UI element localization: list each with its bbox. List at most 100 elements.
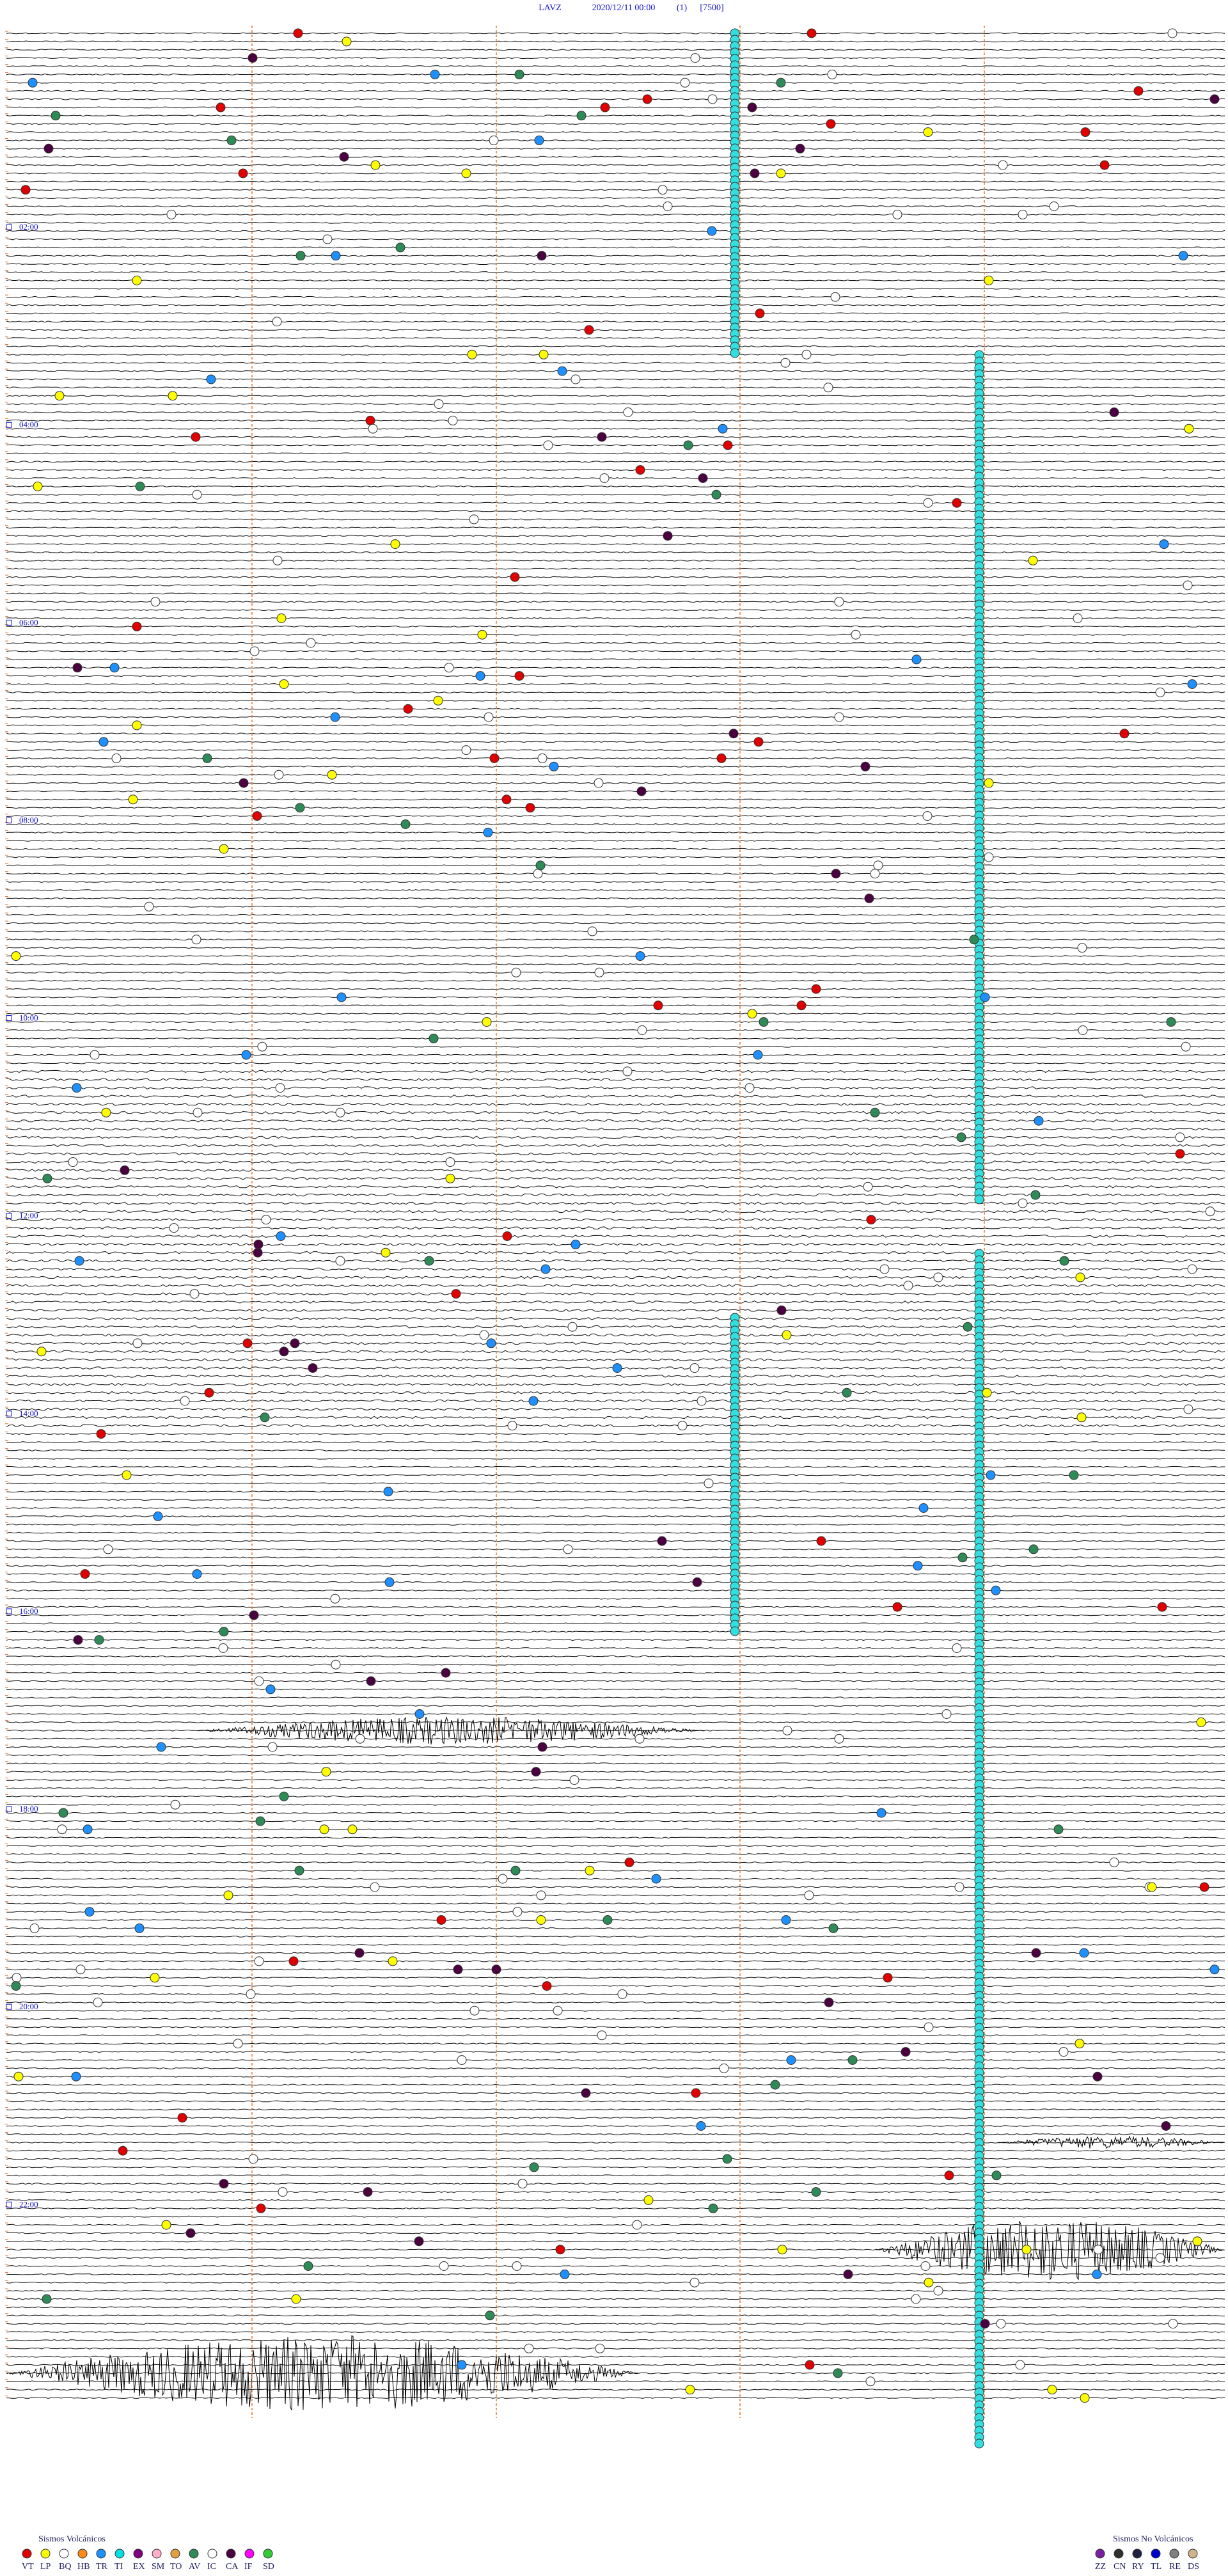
event-marker <box>156 1742 166 1752</box>
event-marker <box>1155 2253 1165 2263</box>
trace <box>6 353 1225 356</box>
event-marker <box>484 712 494 722</box>
event-marker <box>537 753 547 763</box>
event-marker <box>657 185 668 195</box>
trace <box>6 1812 1225 1814</box>
trace <box>6 329 1225 331</box>
event-marker <box>267 1742 278 1752</box>
trace <box>6 493 1225 496</box>
trace <box>6 535 1225 537</box>
event-marker <box>517 2179 528 2189</box>
event-marker <box>663 201 673 211</box>
event-marker <box>170 1799 180 1810</box>
trace <box>6 889 1225 891</box>
trace <box>6 1152 1225 1156</box>
legend-swatch <box>1114 2548 1124 2559</box>
event-marker <box>461 168 471 178</box>
event-marker <box>1183 1404 1193 1414</box>
legend-swatch <box>133 2548 143 2559</box>
trace <box>6 2240 1225 2243</box>
trace <box>6 2059 1225 2061</box>
event-marker <box>1079 1948 1089 1958</box>
event-marker <box>744 1083 755 1093</box>
trace <box>6 518 1225 521</box>
trace <box>6 1391 1225 1395</box>
trace <box>6 502 1225 504</box>
trace <box>6 1894 1225 1897</box>
trace <box>6 1721 1225 1723</box>
trace <box>6 1556 1225 1559</box>
trace <box>6 1144 1225 1148</box>
datetime: 2020/12/11 00:00 <box>592 3 656 13</box>
event-marker <box>233 2039 243 2049</box>
trace <box>6 1943 1225 1946</box>
event-marker <box>1018 209 1028 219</box>
event-marker <box>795 143 805 154</box>
trace <box>6 1441 1225 1443</box>
event-marker <box>653 1000 663 1011</box>
event-marker <box>537 1742 547 1752</box>
event-marker <box>514 671 524 681</box>
event-marker <box>781 1915 791 1925</box>
event-marker <box>963 1322 973 1332</box>
trace <box>6 1779 1225 1782</box>
trace <box>6 1993 1225 1995</box>
event-marker <box>150 1973 160 1983</box>
event-marker <box>828 1923 838 1933</box>
trace <box>6 757 1225 759</box>
event-marker <box>279 1347 289 1357</box>
trace <box>6 255 1225 257</box>
event-marker <box>36 1347 47 1357</box>
event-marker <box>336 992 347 1002</box>
trace <box>6 2141 1225 2144</box>
event-marker <box>1175 1149 1185 1159</box>
trace <box>6 2083 1225 2086</box>
trace <box>6 2380 1225 2383</box>
trace <box>6 2001 1225 2003</box>
event-marker <box>206 374 216 384</box>
trace <box>6 1737 1225 1740</box>
event-marker <box>74 1256 84 1266</box>
trace <box>6 856 1225 858</box>
trace <box>6 1680 1225 1682</box>
event-marker <box>457 2360 467 2370</box>
event-marker <box>180 1396 190 1406</box>
legend-code: DS <box>1188 2562 1199 2572</box>
event-marker <box>485 2311 495 2321</box>
event-marker <box>384 1577 395 1587</box>
trace <box>6 905 1225 908</box>
event-marker <box>363 2187 373 2197</box>
event-marker <box>708 2203 718 2213</box>
legend-swatch <box>1188 2548 1198 2559</box>
hour-label: 22:00 <box>19 2199 38 2209</box>
event-marker <box>539 349 549 360</box>
event-marker <box>445 1173 455 1183</box>
event-marker <box>257 1041 267 1052</box>
trace <box>6 1399 1225 1403</box>
trace <box>6 271 1225 273</box>
trace <box>6 979 1225 982</box>
trace <box>6 1655 1225 1657</box>
legend-swatch <box>152 2548 162 2559</box>
event-marker <box>192 1569 202 1579</box>
trace <box>6 2372 1225 2375</box>
event-marker <box>770 2080 780 2090</box>
trace <box>6 1837 1225 1839</box>
trace <box>6 1565 1225 1567</box>
trace <box>6 1614 1225 1616</box>
trace <box>6 1350 1225 1354</box>
trace <box>6 1977 1225 1979</box>
event-marker <box>804 1890 814 1900</box>
event-marker <box>255 1816 265 1826</box>
event-marker <box>366 1676 376 1686</box>
event-marker <box>42 1173 52 1183</box>
event-marker <box>308 1363 318 1373</box>
trace <box>6 1688 1225 1691</box>
event-marker <box>11 1981 21 1991</box>
trace <box>6 2397 1225 2399</box>
trace <box>6 2355 1225 2358</box>
event-marker <box>219 844 229 854</box>
event-marker <box>219 1627 229 1637</box>
trace <box>6 2117 1225 2119</box>
trace <box>6 361 1225 364</box>
